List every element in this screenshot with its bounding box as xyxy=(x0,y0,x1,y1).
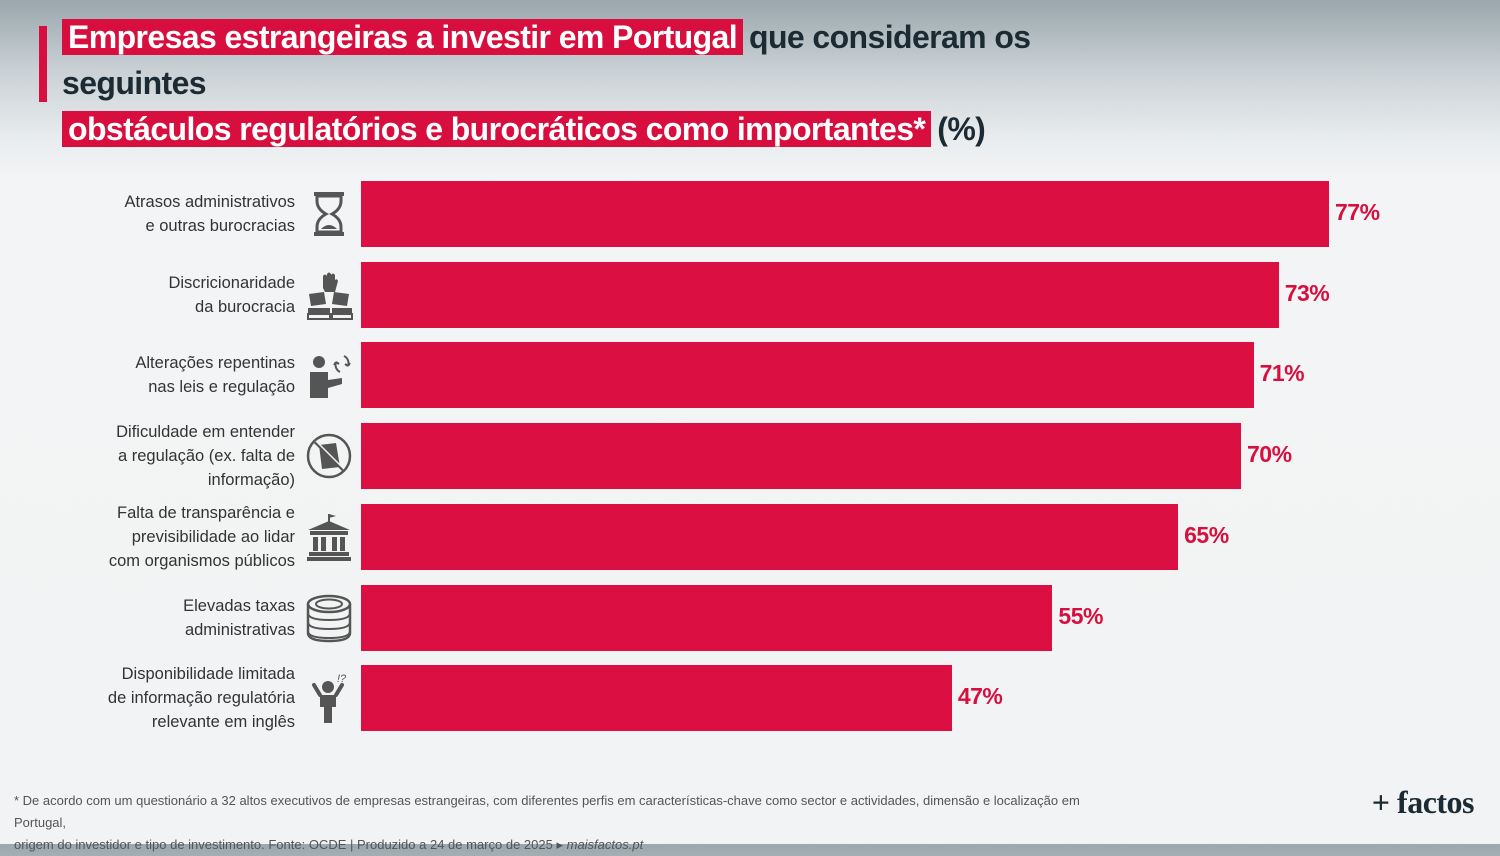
bar-value-label-5: 65% xyxy=(1184,521,1229,548)
title-dark-1: que consideram os seguintes xyxy=(62,19,1031,101)
bar-value-label-3: 71% xyxy=(1259,360,1305,387)
bar-3 xyxy=(361,342,1254,409)
title-highlight-1: Empresas estrangeiras a investir em Port… xyxy=(62,19,744,55)
footnote-line-1: * De acordo com um questionário a 32 alt… xyxy=(14,793,1080,830)
bar-1 xyxy=(361,181,1329,247)
title-highlight-2: obstáculos regulatórios e burocráticos c… xyxy=(62,111,932,147)
bar-chart: 77% Atrasos administrativos e outras buro… xyxy=(107,181,1380,732)
person-arrows-icon xyxy=(304,350,354,400)
confused-person-icon: !? xyxy=(304,673,354,724)
category-label-3: Alterações repentinas nas leis e regulaç… xyxy=(135,354,295,397)
hourglass-icon xyxy=(304,189,354,239)
chart-title: Empresas estrangeiras a investir em Port… xyxy=(62,14,1162,152)
coins-icon xyxy=(304,593,354,643)
source-link[interactable]: maisfactos.pt xyxy=(566,837,644,852)
books-hand-icon xyxy=(304,270,354,320)
bar-7 xyxy=(361,665,952,732)
footnote-line-2: origem do investidor e tipo de investime… xyxy=(14,837,563,852)
title-accent-bar xyxy=(39,26,47,102)
bar-5 xyxy=(361,503,1179,570)
category-label-1: Atrasos administrativos e outras burocra… xyxy=(124,193,295,235)
no-document-icon xyxy=(304,431,354,481)
bar-value-label-7: 47% xyxy=(957,683,1003,710)
footnote: * De acordo com um questionário a 32 alt… xyxy=(14,790,1114,856)
bar-2 xyxy=(361,261,1279,328)
bar-value-label-2: 73% xyxy=(1284,279,1330,306)
bar-4 xyxy=(361,423,1241,490)
bar-value-label-1: 77% xyxy=(1335,199,1380,225)
category-label-2: Discricionaridade da burocracia xyxy=(168,273,295,316)
maisfactos-logo: + factos xyxy=(1371,784,1475,820)
category-label-4: Dificuldade em entender a regulação (ex.… xyxy=(116,423,295,490)
bar-6 xyxy=(361,584,1053,651)
bar-value-label-4: 70% xyxy=(1247,441,1292,468)
bar-value-label-6: 55% xyxy=(1058,602,1103,629)
svg-text:!?: !? xyxy=(337,673,347,685)
category-label-7: Disponibilidade limitada de informação r… xyxy=(107,665,295,732)
category-label-6: Elevadas taxas administrativas xyxy=(183,596,295,639)
category-label-5: Falta de transparência e previsibilidade… xyxy=(108,503,295,570)
government-building-icon xyxy=(304,512,354,562)
title-dark-2: (%) xyxy=(937,111,986,147)
